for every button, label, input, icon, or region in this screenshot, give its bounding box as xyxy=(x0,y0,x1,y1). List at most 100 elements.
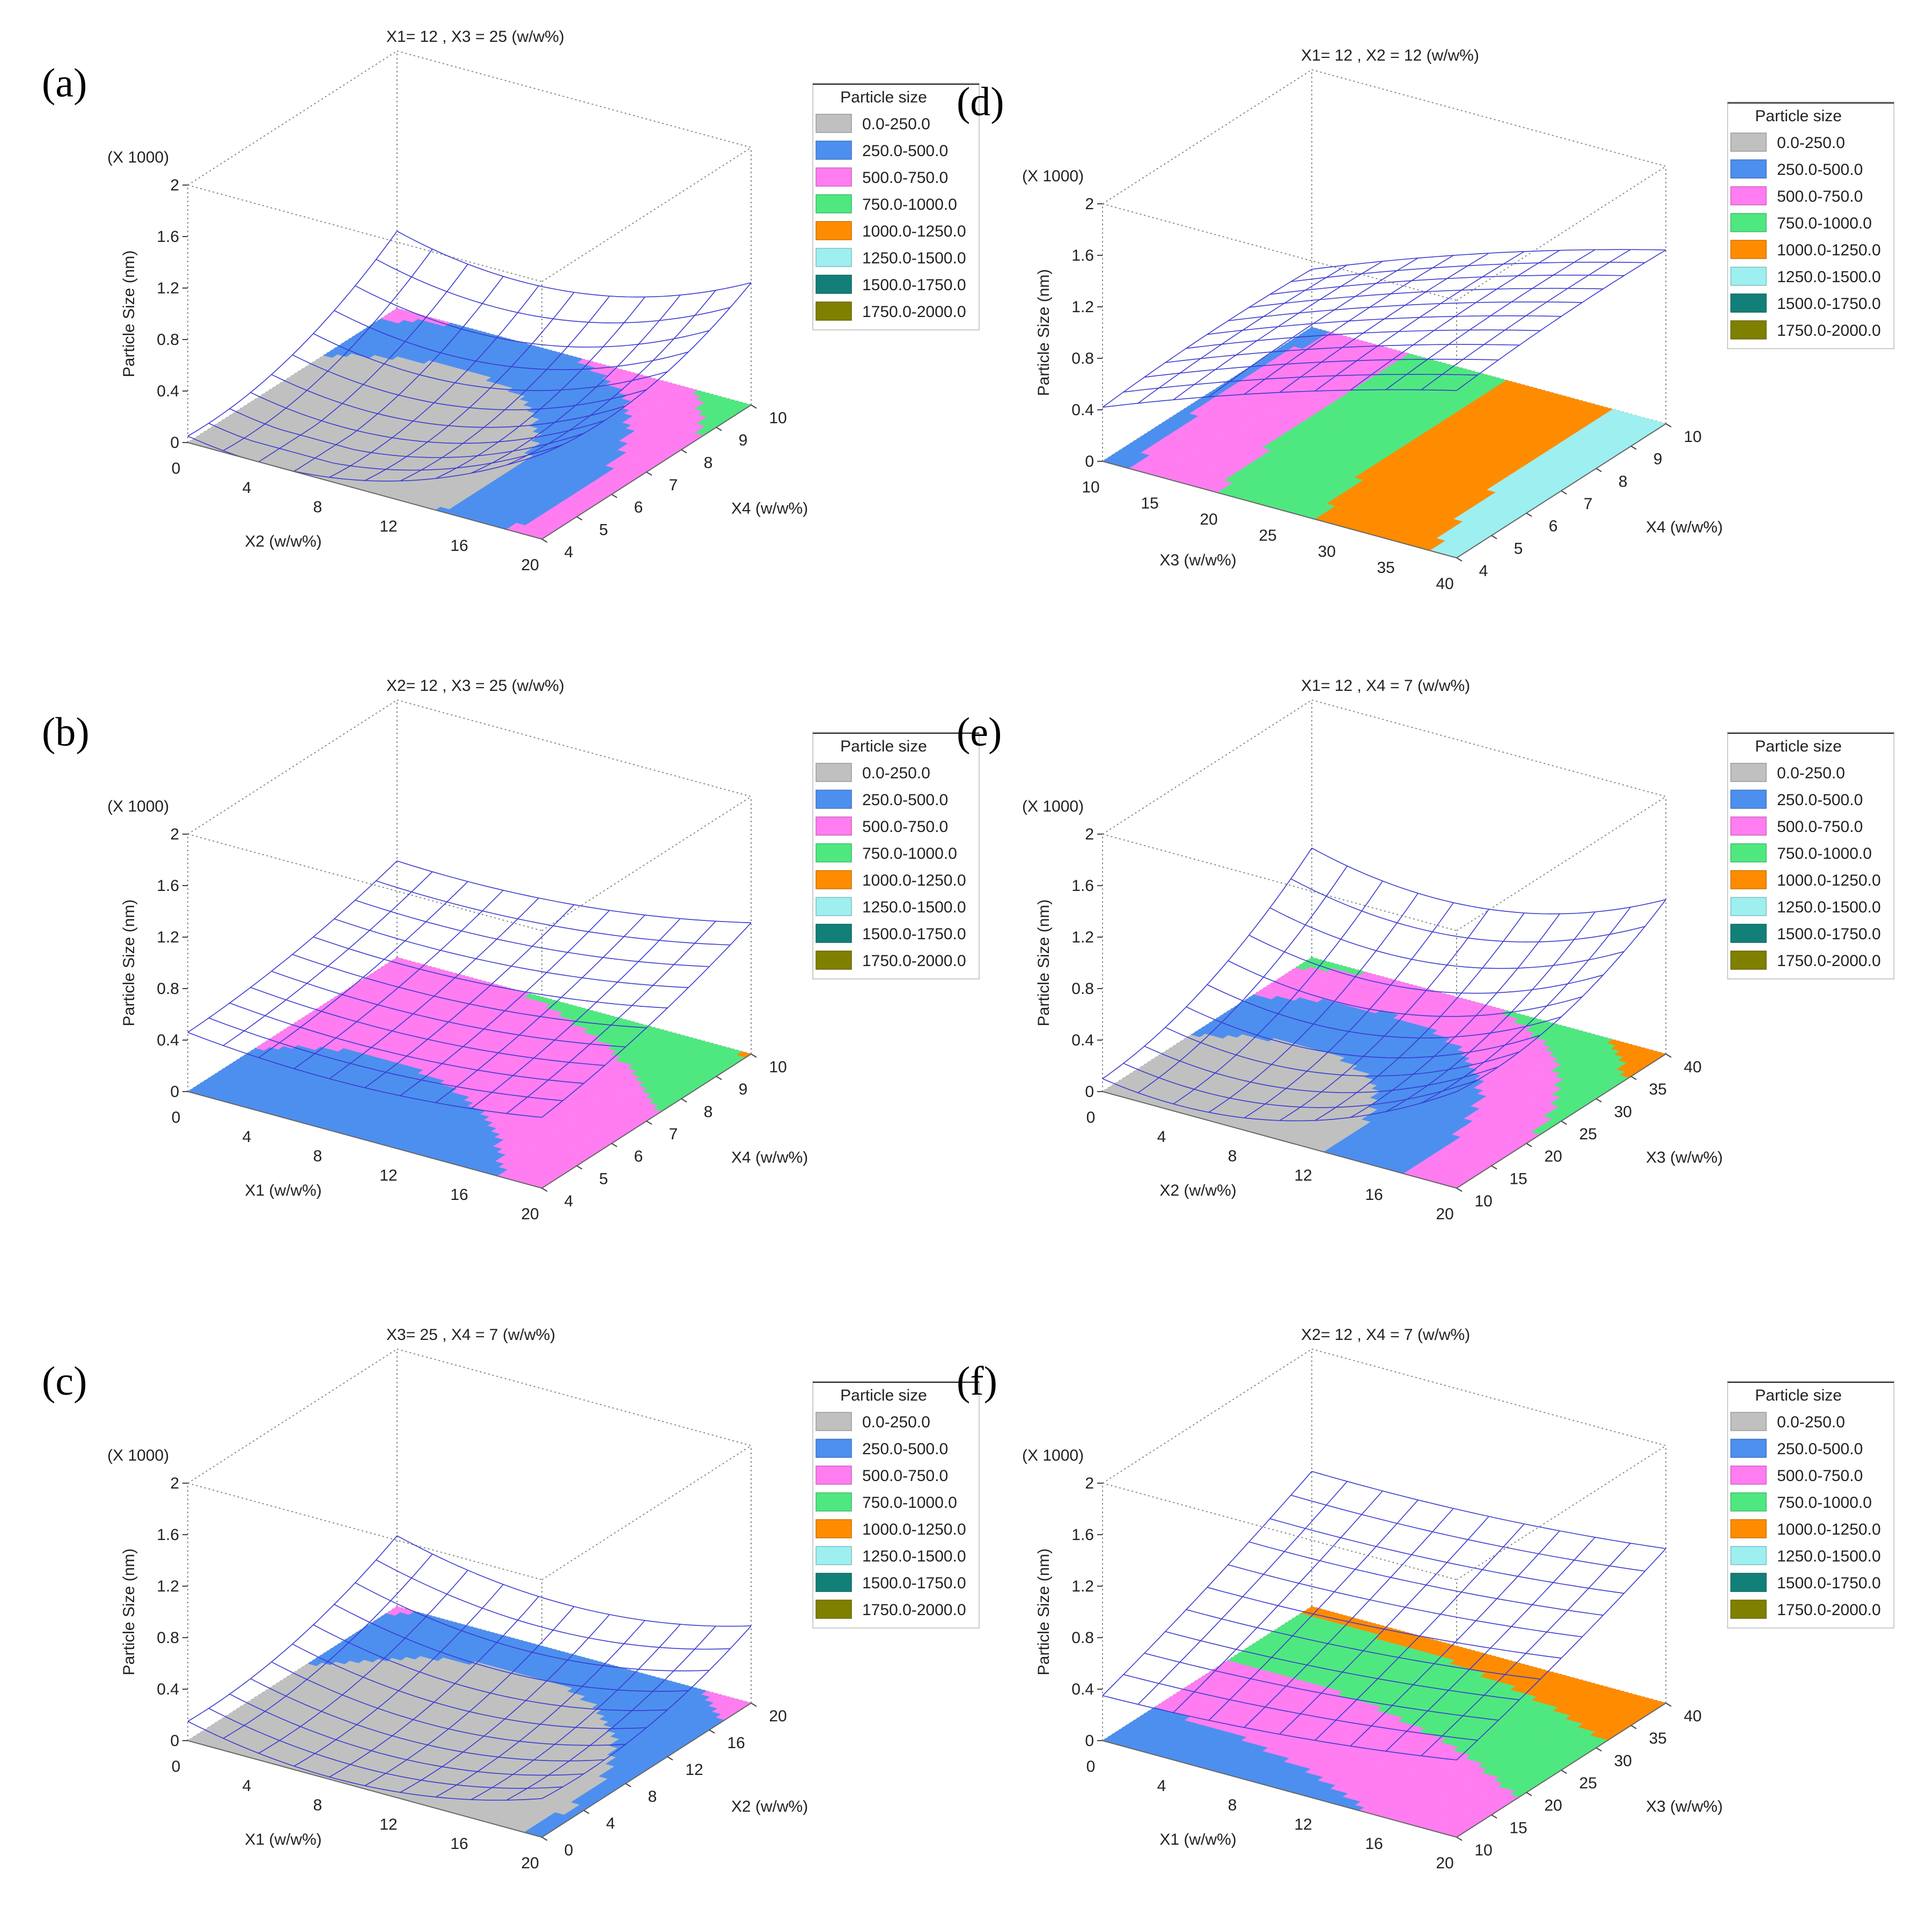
legend: Particle size0.0-250.0250.0-500.0500.0-7… xyxy=(812,83,980,330)
y-tick-mark xyxy=(751,404,757,409)
legend-entry-label: 0.0-250.0 xyxy=(862,764,930,782)
y-tick-mark xyxy=(751,1054,757,1058)
y-tick-mark xyxy=(541,1188,548,1192)
z-tick-label: 1.6 xyxy=(157,228,179,246)
bounding-box-edge xyxy=(541,796,752,931)
y-tick-label: 10 xyxy=(769,1058,787,1076)
y-tick-label: 6 xyxy=(634,499,643,517)
x-tick-label: 16 xyxy=(450,537,468,555)
bounding-box-edge xyxy=(187,699,398,835)
chart-title: X1= 12 , X3 = 25 (w/w%) xyxy=(386,28,564,46)
legend-swatch xyxy=(816,167,852,187)
y-tick-label: 4 xyxy=(564,543,574,561)
legend-entry-label: 0.0-250.0 xyxy=(862,115,930,133)
bounding-box-edge xyxy=(396,50,752,148)
y-tick-mark xyxy=(681,449,687,454)
legend-entry-label: 1000.0-1250.0 xyxy=(862,223,966,240)
x-axis-label: X1 (w/w%) xyxy=(245,1182,321,1199)
legend-title: Particle size xyxy=(840,738,927,755)
y-axis-label: X4 (w/w%) xyxy=(731,1149,808,1167)
x-tick-label: 12 xyxy=(379,518,397,535)
legend-swatch xyxy=(816,194,852,213)
y-axis-label: X4 (w/w%) xyxy=(731,500,808,518)
y-tick-mark xyxy=(541,539,548,543)
legend-swatch xyxy=(816,275,852,294)
bounding-box-edge xyxy=(187,834,542,931)
z-axis-label: Particle Size (nm) xyxy=(120,900,138,1027)
x-axis-label: X2 (w/w%) xyxy=(245,533,321,550)
x-tick-label: 0 xyxy=(172,460,181,477)
bounding-box-edge xyxy=(187,1349,398,1484)
y-tick-label: 10 xyxy=(769,409,787,427)
legend-title: Particle size xyxy=(840,89,927,106)
z-scale-label: (X 1000) xyxy=(107,149,169,166)
legend-entry-label: 1500.0-1750.0 xyxy=(862,276,966,294)
legend-swatch xyxy=(816,114,852,133)
z-tick-label: 0 xyxy=(170,1083,179,1101)
legend-swatch xyxy=(816,924,852,943)
y-tick-mark xyxy=(576,1165,583,1170)
legend-entry-label: 1250.0-1500.0 xyxy=(862,249,966,267)
mesh-line xyxy=(396,860,752,923)
y-tick-label: 5 xyxy=(599,1170,608,1188)
bounding-box-edge xyxy=(396,1349,752,1446)
y-tick-mark xyxy=(646,1121,652,1125)
legend: Particle size 0.0-250.0 250.0-500.0 500.0-7… xyxy=(812,732,980,979)
z-tick-label: 0.4 xyxy=(157,1032,179,1049)
chart-title: X2= 12 , X3 = 25 (w/w%) xyxy=(386,677,564,695)
y-tick-mark xyxy=(716,1075,722,1080)
y-tick-mark xyxy=(646,472,652,476)
panel-b: (b)X2= 12 , X3 = 25 (w/w%)00.40.81.21.62… xyxy=(42,677,980,1223)
mesh-line xyxy=(376,880,731,946)
z-tick-label: 0.4 xyxy=(157,382,179,400)
bounding-box-edge xyxy=(541,1445,752,1580)
x-tick-label: 12 xyxy=(379,1167,397,1184)
x-tick-label: 0 xyxy=(172,1109,181,1126)
legend-entry-label: 250.0-500.0 xyxy=(862,791,948,809)
panel-a: (a)X1= 12 , X3 = 25 (w/w%)00.40.81.21.62… xyxy=(42,28,980,574)
z-tick-label: 1.6 xyxy=(157,877,179,895)
z-tick-label: 1.2 xyxy=(157,929,179,946)
legend-entry-label: 1750.0-2000.0 xyxy=(862,303,966,321)
y-tick-label: 7 xyxy=(669,476,678,494)
y-tick-label: 7 xyxy=(669,1125,678,1143)
legend-swatch xyxy=(816,221,852,240)
contour-floor xyxy=(187,1606,752,1838)
y-tick-label: 5 xyxy=(599,521,608,539)
y-tick-label: 9 xyxy=(739,1081,748,1099)
legend-entry-label: 250.0-500.0 xyxy=(862,142,948,160)
legend-swatch xyxy=(816,897,852,916)
panel-label: (b) xyxy=(42,710,90,755)
legend-entry-label: 750.0-1000.0 xyxy=(862,196,957,213)
bounding-box-edge xyxy=(396,699,752,797)
y-tick-mark xyxy=(681,1098,687,1103)
x-tick-label: 4 xyxy=(243,1128,252,1146)
y-tick-mark xyxy=(611,1143,618,1147)
panel-c: (c)X3= 25 , X4 = 7 (w/w%)00.40.81.21.62(… xyxy=(42,1326,980,1872)
z-tick-label: 2 xyxy=(170,176,179,194)
x-tick-label: 8 xyxy=(313,1147,322,1165)
y-tick-mark xyxy=(611,493,618,498)
legend-entry-label: 750.0-1000.0 xyxy=(862,845,957,863)
legend-entry-label: 500.0-750.0 xyxy=(862,818,948,836)
legend-swatch xyxy=(816,843,852,863)
panel-label: (c) xyxy=(42,1359,87,1404)
y-tick-label: 9 xyxy=(739,432,748,450)
legend-swatch xyxy=(816,790,852,809)
legend-swatch xyxy=(816,870,852,889)
contour-floor xyxy=(187,957,752,1189)
legend-swatch xyxy=(816,951,852,970)
y-tick-label: 4 xyxy=(564,1192,574,1210)
bounding-box-edge xyxy=(187,50,398,186)
x-tick-label: 16 xyxy=(450,1186,468,1204)
y-tick-label: 8 xyxy=(704,454,713,472)
legend-swatch xyxy=(816,816,852,836)
legend-entry-label: 1500.0-1750.0 xyxy=(862,925,966,943)
z-tick-label: 2 xyxy=(170,826,179,843)
z-scale-label: (X 1000) xyxy=(107,798,169,815)
legend-swatch xyxy=(816,248,852,267)
mesh-line xyxy=(355,900,710,967)
bounding-box-edge xyxy=(187,185,542,282)
legend-swatch xyxy=(816,763,852,782)
